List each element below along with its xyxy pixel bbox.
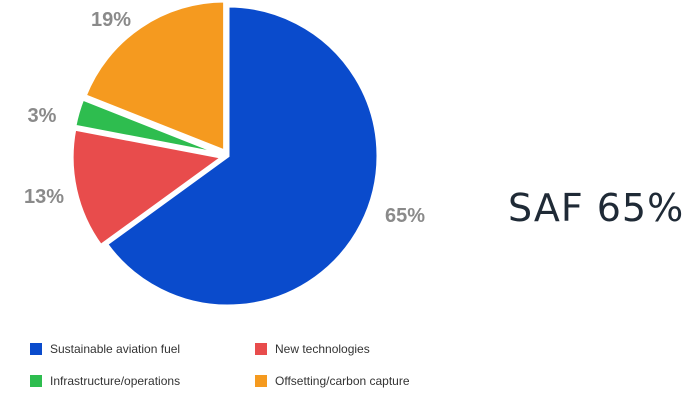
pie-slice-offsetting [83,0,227,154]
legend-label-new-tech: New technologies [275,342,370,356]
slice-label-saf: 65% [385,205,425,227]
legend-swatch-infrastructure [30,375,42,387]
legend-label-infrastructure: Infrastructure/operations [50,374,181,388]
callout-label: SAF 65% [508,186,685,230]
legend-item-saf: Sustainable aviation fuel [30,342,255,356]
legend-item-offsetting: Offsetting/carbon capture [255,374,480,388]
legend-swatch-saf [30,343,42,355]
legend-label-saf: Sustainable aviation fuel [50,342,181,356]
slice-label-infrastructure: 3% [28,105,57,127]
legend-label-offsetting: Offsetting/carbon capture [275,374,410,388]
legend: Sustainable aviation fuel New technologi… [30,342,490,388]
slice-label-offsetting: 19% [91,9,131,31]
legend-item-infrastructure: Infrastructure/operations [30,374,255,388]
pie-slice-infrastructure [73,97,223,156]
pie-slice-saf [104,4,380,308]
legend-item-new-tech: New technologies [255,342,480,356]
legend-swatch-offsetting [255,375,267,387]
slice-label-new-tech: 13% [24,186,64,208]
legend-swatch-new-tech [255,343,267,355]
pie-slice-new-tech [70,127,226,248]
